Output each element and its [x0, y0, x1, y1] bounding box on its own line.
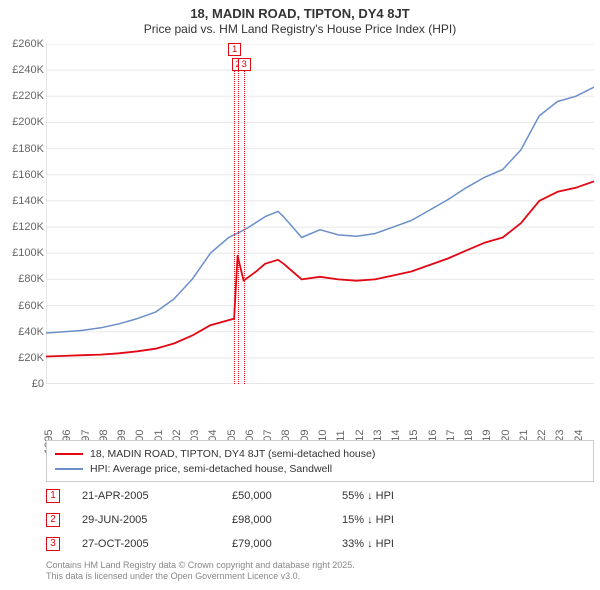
legend-label: 18, MADIN ROAD, TIPTON, DY4 8JT (semi-de… [90, 448, 375, 460]
sale-marker-vline [238, 71, 239, 384]
chart-svg [46, 44, 594, 384]
page-subtitle: Price paid vs. HM Land Registry's House … [0, 22, 600, 36]
sale-row: 1 21-APR-2005 £50,000 55% ↓ HPI [46, 484, 594, 508]
sale-price: £50,000 [232, 490, 342, 502]
footer-line-2: This data is licensed under the Open Gov… [46, 571, 355, 582]
y-tick-label: £180K [12, 143, 44, 155]
sale-row: 2 29-JUN-2005 £98,000 15% ↓ HPI [46, 508, 594, 532]
sale-row-marker: 3 [46, 537, 60, 551]
sale-marker-vline [244, 71, 245, 384]
footer: Contains HM Land Registry data © Crown c… [46, 560, 355, 583]
y-tick-label: £120K [12, 221, 44, 233]
y-tick-label: £140K [12, 195, 44, 207]
sale-date: 29-JUN-2005 [82, 514, 232, 526]
y-tick-label: £240K [12, 64, 44, 76]
legend-item: HPI: Average price, semi-detached house,… [55, 461, 585, 476]
x-axis: 1995199619971998199920002001200220032004… [46, 386, 594, 436]
legend-swatch [55, 453, 83, 455]
title-block: 18, MADIN ROAD, TIPTON, DY4 8JT Price pa… [0, 0, 600, 36]
footer-line-1: Contains HM Land Registry data © Crown c… [46, 560, 355, 571]
y-tick-label: £0 [32, 378, 44, 390]
sale-price: £98,000 [232, 514, 342, 526]
y-tick-label: £160K [12, 169, 44, 181]
y-tick-label: £80K [18, 273, 44, 285]
y-tick-label: £220K [12, 90, 44, 102]
sale-row: 3 27-OCT-2005 £79,000 33% ↓ HPI [46, 532, 594, 556]
y-tick-label: £40K [18, 326, 44, 338]
sale-price: £79,000 [232, 538, 342, 550]
sale-diff: 55% ↓ HPI [342, 490, 462, 502]
sale-marker-box: 1 [228, 43, 241, 56]
y-tick-label: £200K [12, 116, 44, 128]
legend-label: HPI: Average price, semi-detached house,… [90, 463, 332, 475]
sale-marker-vline [234, 71, 235, 384]
legend-item: 18, MADIN ROAD, TIPTON, DY4 8JT (semi-de… [55, 446, 585, 461]
sale-marker-box: 3 [238, 58, 251, 71]
sales-table: 1 21-APR-2005 £50,000 55% ↓ HPI 2 29-JUN… [46, 484, 594, 556]
sale-diff: 33% ↓ HPI [342, 538, 462, 550]
page-title: 18, MADIN ROAD, TIPTON, DY4 8JT [0, 6, 600, 21]
y-tick-label: £20K [18, 352, 44, 364]
sale-row-marker: 2 [46, 513, 60, 527]
sale-diff: 15% ↓ HPI [342, 514, 462, 526]
chart-area: 123 [46, 44, 594, 384]
sale-date: 21-APR-2005 [82, 490, 232, 502]
sale-row-marker: 1 [46, 489, 60, 503]
sale-date: 27-OCT-2005 [82, 538, 232, 550]
y-tick-label: £100K [12, 247, 44, 259]
legend-swatch [55, 468, 83, 470]
y-tick-label: £60K [18, 300, 44, 312]
legend-box: 18, MADIN ROAD, TIPTON, DY4 8JT (semi-de… [46, 440, 594, 482]
y-tick-label: £260K [12, 38, 44, 50]
